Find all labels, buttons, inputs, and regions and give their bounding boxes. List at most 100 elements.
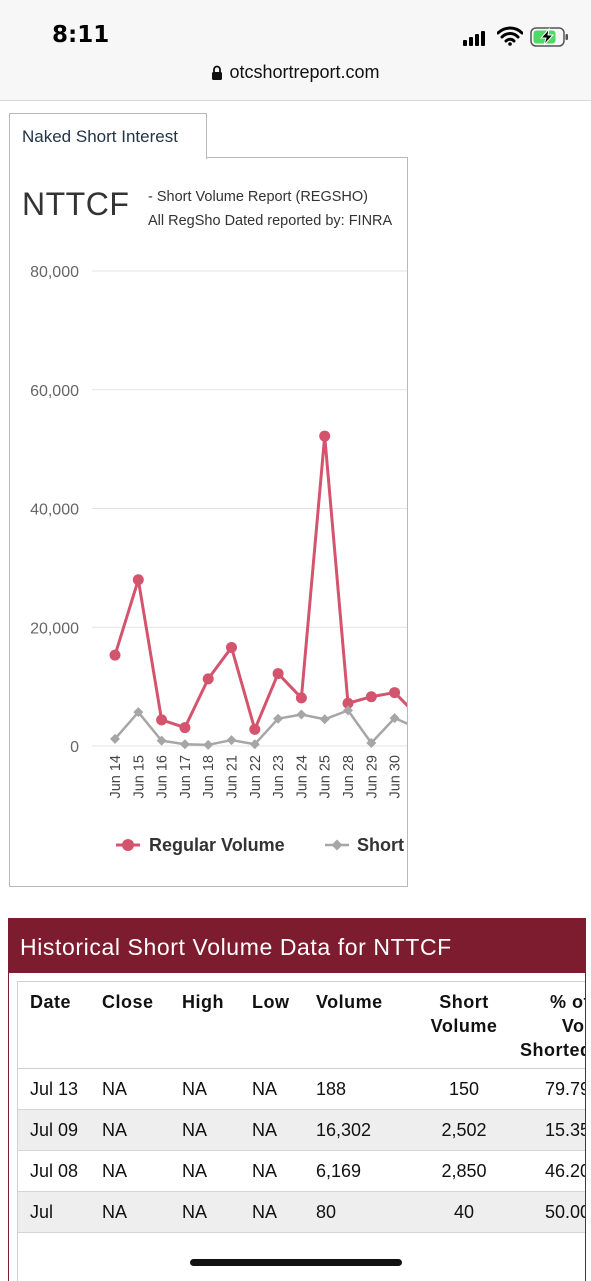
cell-date: Jul 08 <box>18 1150 90 1192</box>
home-indicator[interactable] <box>190 1259 402 1266</box>
short-volume-point <box>343 705 353 716</box>
y-tick-label: 0 <box>70 739 79 756</box>
x-tick-label: Jun 21 <box>225 755 241 799</box>
cell-high: NA <box>170 1068 240 1110</box>
regular-volume-point <box>109 649 121 661</box>
regular-volume-line <box>113 434 407 731</box>
cell-volume: 80 <box>304 1191 408 1233</box>
volume-line-chart: 80,000 60,000 40,000 20,000 0 Jun 14 Jun 15 Jun… <box>30 264 407 855</box>
cell-low: NA <box>240 1068 304 1110</box>
cell-pct-shorted: 50.00 <box>508 1191 585 1233</box>
table-row: Jul NA NA NA 80 40 50.00 <box>18 1191 585 1233</box>
regular-volume-point <box>226 641 237 653</box>
col-header-volume: Volume <box>304 982 408 1069</box>
short-volume-point <box>110 733 120 744</box>
chart-panel: NTTCF - Short Volume Report (REGSHO) All… <box>9 157 408 887</box>
legend-regular-label: Regular Volume <box>149 835 285 855</box>
cell-date: Jul 09 <box>18 1109 90 1151</box>
cellular-signal-icon <box>463 28 487 46</box>
lock-icon <box>212 65 223 80</box>
table-header-row: Date Close High Low Volume Short Volume … <box>18 982 585 1069</box>
legend-short-label: Short <box>357 835 404 855</box>
short-volume-point <box>366 738 377 749</box>
historical-section: Historical Short Volume Data for NTTCF D… <box>8 918 586 1281</box>
x-tick-label: Jun 24 <box>294 755 310 799</box>
table-row: Jul 08 NA NA NA 6,169 2,850 46.20 <box>18 1150 585 1192</box>
short-volume-point <box>133 707 144 718</box>
x-tick-label: Jun 29 <box>364 755 380 799</box>
x-tick-label: Jun 14 <box>108 755 124 799</box>
short-volume-point <box>389 713 400 724</box>
regular-volume-point <box>132 574 144 586</box>
y-tick-label: 20,000 <box>30 620 79 637</box>
regular-volume-point <box>389 687 401 699</box>
x-tick-label: Jun 28 <box>341 755 357 799</box>
tab-naked-short-interest[interactable]: Naked Short Interest <box>9 113 207 159</box>
cell-low: NA <box>240 1109 304 1151</box>
x-tick-label: Jun 22 <box>248 755 264 799</box>
cell-date: Jul 13 <box>18 1068 90 1110</box>
cell-volume: 188 <box>304 1068 408 1110</box>
cell-pct-shorted: 46.20 <box>508 1150 585 1192</box>
short-volume-point <box>156 735 167 746</box>
col-header-short-volume: Short Volume <box>408 982 508 1069</box>
short-volume-point <box>319 714 330 725</box>
report-subtitle: - Short Volume Report (REGSHO) <box>148 189 368 205</box>
short-volume-point <box>296 709 307 720</box>
regular-volume-point <box>179 722 191 734</box>
y-tick-label: 40,000 <box>30 502 79 519</box>
status-time: 8:11 <box>52 22 110 48</box>
x-tick-label: Jun 16 <box>155 755 171 799</box>
regular-volume-point <box>319 430 331 442</box>
x-tick-label: Jun 30 <box>388 755 404 799</box>
legend-regular-marker <box>122 839 134 851</box>
cell-high: NA <box>170 1150 240 1192</box>
cell-short-volume: 150 <box>408 1068 508 1110</box>
cell-close: NA <box>90 1109 170 1151</box>
cell-short-volume: 2,502 <box>408 1109 508 1151</box>
short-volume-point <box>179 739 190 750</box>
table-row: Jul 13 NA NA NA 188 150 79.79 <box>18 1068 585 1110</box>
cell-short-volume: 40 <box>408 1191 508 1233</box>
x-tick-label: Jun 15 <box>131 755 147 799</box>
regular-volume-point <box>295 692 307 704</box>
regular-volume-point <box>156 714 168 726</box>
cell-short-volume: 2,850 <box>408 1150 508 1192</box>
historical-table: Date Close High Low Volume Short Volume … <box>18 982 585 1233</box>
report-source: All RegSho Dated reported by: FINRA <box>148 213 393 229</box>
cell-date: Jul <box>18 1191 90 1233</box>
x-tick-label: Jun 17 <box>178 755 194 799</box>
cell-low: NA <box>240 1150 304 1192</box>
y-tick-label: 80,000 <box>30 264 79 281</box>
y-tick-label: 60,000 <box>30 383 79 400</box>
historical-table-wrapper[interactable]: Date Close High Low Volume Short Volume … <box>17 981 585 1281</box>
regular-volume-point <box>342 697 354 709</box>
cell-volume: 6,169 <box>304 1150 408 1192</box>
x-tick-label: Jun 23 <box>271 755 287 799</box>
wifi-icon <box>497 26 523 46</box>
url-bar[interactable]: otcshortreport.com <box>0 62 591 83</box>
cell-pct-shorted: 15.35 <box>508 1109 585 1151</box>
col-header-pct-shorted: % of Vol Shorted <box>508 982 585 1069</box>
regular-volume-point <box>202 673 214 685</box>
cell-low: NA <box>240 1191 304 1233</box>
cell-volume: 16,302 <box>304 1109 408 1151</box>
cell-pct-shorted: 79.79 <box>508 1068 585 1110</box>
legend-short-marker <box>331 839 343 851</box>
x-tick-label: Jun 25 <box>318 755 334 799</box>
short-volume-point <box>203 739 214 750</box>
col-header-low: Low <box>240 982 304 1069</box>
ticker-title: NTTCF <box>22 186 130 222</box>
url-text: otcshortreport.com <box>229 62 380 82</box>
regular-volume-point <box>272 668 284 680</box>
col-header-close: Close <box>90 982 170 1069</box>
short-volume-point <box>249 739 260 750</box>
short-volume-point <box>226 735 237 746</box>
cell-close: NA <box>90 1150 170 1192</box>
regular-volume-point <box>249 723 261 735</box>
browser-chrome: 8:11 otcshortreport.com <box>0 0 591 101</box>
col-header-date: Date <box>18 982 90 1069</box>
tab-label: Naked Short Interest <box>22 127 178 146</box>
cell-close: NA <box>90 1191 170 1233</box>
x-tick-label: Jun 18 <box>201 755 217 799</box>
